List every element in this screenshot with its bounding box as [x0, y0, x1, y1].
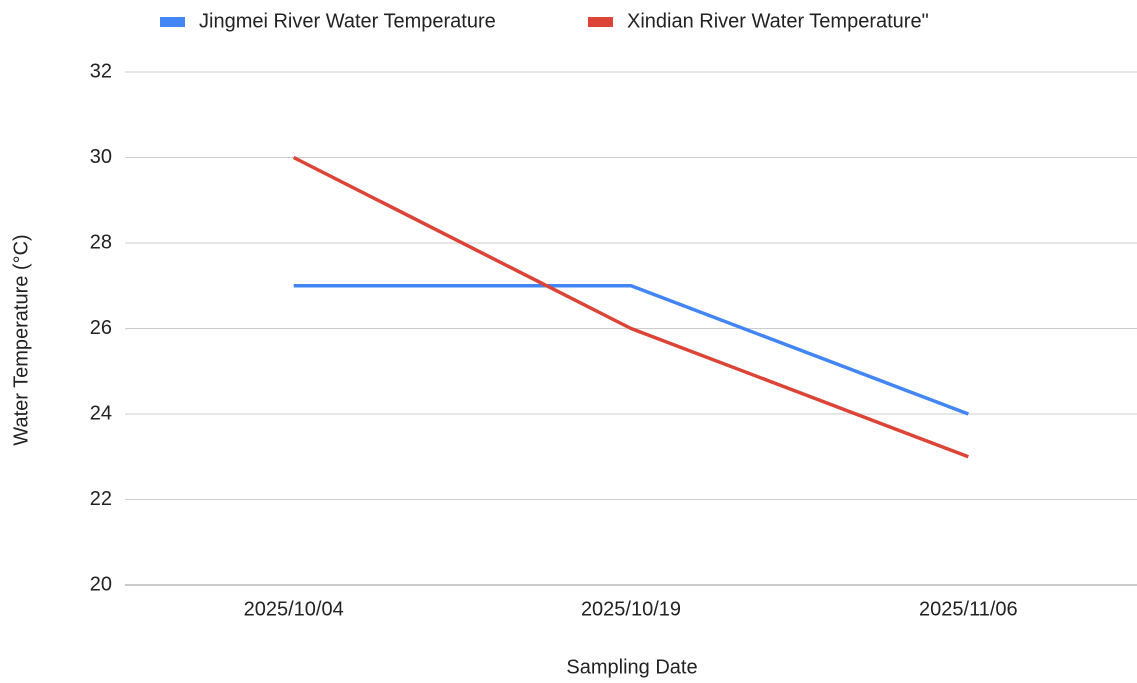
x-tick-label: 2025/11/06: [919, 598, 1018, 620]
legend-label: Jingmei River Water Temperature: [199, 10, 496, 32]
data-line: [293, 284, 969, 416]
x-axis-label: Sampling Date: [566, 656, 697, 678]
x-tick-label: 2025/10/19: [581, 598, 681, 620]
data-line: [292, 155, 969, 459]
legend-swatch: [588, 17, 613, 27]
y-tick-label: 20: [90, 573, 112, 595]
legend-label: Xindian River Water Temperature": [627, 10, 929, 32]
y-tick-label: 22: [90, 488, 112, 510]
y-tick-label: 28: [90, 231, 112, 253]
legend-swatch: [160, 17, 185, 27]
y-tick-label: 24: [90, 402, 112, 424]
y-tick-label: 30: [90, 146, 112, 168]
y-tick-label: 32: [90, 60, 112, 82]
x-tick-label: 2025/10/04: [244, 598, 344, 620]
y-tick-label: 26: [90, 317, 112, 339]
y-axis-label: Water Temperature (°C): [10, 234, 32, 445]
